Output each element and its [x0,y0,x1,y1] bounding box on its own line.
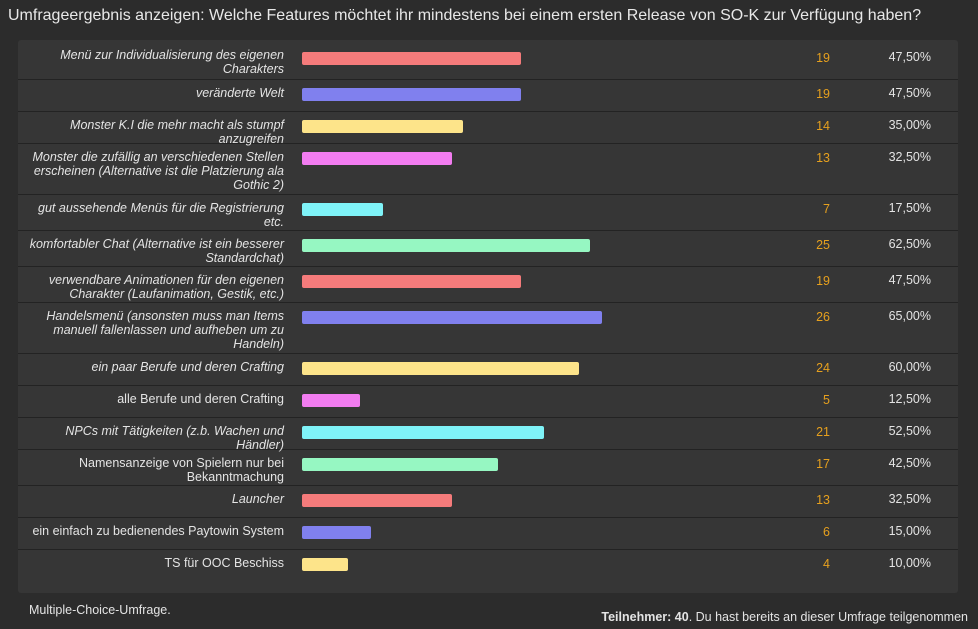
poll-option-label: veränderte Welt [195,86,284,100]
poll-option-row: ein einfach zu bedienendes Paytowin Syst… [18,518,958,550]
poll-option-percent: 42,50% [888,456,931,470]
poll-option-row: ein paar Berufe und deren Crafting 24 60,0… [18,354,958,386]
poll-option-label: Namensanzeige von Spielern nur bei Bekan… [79,456,284,484]
poll-option-label: ein paar Berufe und deren Crafting [91,360,285,374]
poll-option-label: Launcher [231,492,284,506]
poll-option-row: Namensanzeige von Spielern nur bei Bekan… [18,450,958,486]
poll-option-row: komfortabler Chat (Alternative ist ein b… [18,231,958,267]
poll-option-percent: 17,50% [888,201,931,215]
poll-option-label: Monster die zufällig an verschiedenen St… [32,150,284,192]
participants-count: 40 [674,610,689,624]
poll-option-percent: 47,50% [888,50,931,64]
poll-option-votes: 5 [823,393,830,407]
poll-option-row: gut aussehende Menüs für die Registrieru… [18,195,958,231]
poll-option-row: Menü zur Individualisierung des eigenen … [18,40,958,80]
poll-type-label: Multiple-Choice-Umfrage. [29,603,171,617]
poll-results-panel: Menü zur Individualisierung des eigenen … [18,40,958,593]
poll-option-row: Monster die zufällig an verschiedenen St… [18,144,958,195]
poll-option-votes: 19 [816,274,830,288]
poll-option-bar [302,275,521,288]
poll-option-label: Menü zur Individualisierung des eigenen … [60,48,284,76]
poll-option-bar [302,203,383,216]
poll-option-row: Launcher 13 32,50% [18,486,958,518]
poll-option-percent: 47,50% [888,273,931,287]
poll-option-votes: 13 [816,151,830,165]
poll-option-percent: 10,00% [888,556,931,570]
poll-option-votes: 19 [816,87,830,101]
poll-option-percent: 35,00% [888,118,931,132]
participated-note: . Du hast bereits an dieser Umfrage teil… [688,610,968,624]
poll-option-percent: 65,00% [888,309,931,323]
poll-option-votes: 6 [823,525,830,539]
poll-option-bar [302,526,371,539]
poll-option-votes: 7 [823,202,830,216]
poll-option-row: veränderte Welt 19 47,50% [18,80,958,112]
poll-option-bar [302,239,590,252]
poll-option-label: alle Berufe und deren Crafting [117,392,284,406]
poll-option-percent: 60,00% [888,360,931,374]
poll-option-row: Monster K.I die mehr macht als stumpf an… [18,112,958,146]
poll-option-votes: 4 [823,557,830,571]
poll-option-votes: 19 [816,51,830,65]
poll-option-percent: 32,50% [888,492,931,506]
poll-option-percent: 32,50% [888,150,931,164]
poll-option-label: NPCs mit Tätigkeiten (z.b. Wachen und Hä… [65,424,284,452]
poll-option-votes: 14 [816,119,830,133]
poll-option-label: komfortabler Chat (Alternative ist ein b… [29,237,284,265]
poll-option-percent: 47,50% [888,86,931,100]
poll-option-bar [302,152,452,165]
poll-option-bar [302,311,602,324]
poll-option-row: verwendbare Animationen für den eigenen … [18,267,958,303]
poll-option-bar [302,88,521,101]
poll-option-row: alle Berufe und deren Crafting 5 12,50% [18,386,958,418]
poll-option-percent: 12,50% [888,392,931,406]
poll-option-label: Monster K.I die mehr macht als stumpf an… [70,118,284,146]
poll-option-label: verwendbare Animationen für den eigenen … [48,273,284,301]
poll-option-bar [302,120,463,133]
poll-option-bar [302,394,360,407]
poll-option-label: gut aussehende Menüs für die Registrieru… [38,201,284,229]
poll-option-percent: 62,50% [888,237,931,251]
poll-option-bar [302,362,579,375]
poll-option-votes: 25 [816,238,830,252]
poll-option-votes: 21 [816,425,830,439]
participants-label: Teilnehmer: [601,610,672,624]
poll-option-votes: 24 [816,361,830,375]
poll-option-row: NPCs mit Tätigkeiten (z.b. Wachen und Hä… [18,418,958,452]
participants-info: Teilnehmer: 40. Du hast bereits an diese… [601,610,968,624]
poll-option-percent: 52,50% [888,424,931,438]
poll-option-bar [302,458,498,471]
poll-option-bar [302,426,544,439]
poll-option-bar [302,52,521,65]
poll-option-percent: 15,00% [888,524,931,538]
poll-option-label: Handelsmenü (ansonsten muss man Items ma… [46,309,284,351]
poll-option-label: ein einfach zu bedienendes Paytowin Syst… [32,524,284,538]
poll-option-votes: 26 [816,310,830,324]
poll-option-label: TS für OOC Beschiss [164,556,284,570]
poll-option-votes: 17 [816,457,830,471]
poll-option-row: TS für OOC Beschiss 4 10,00% [18,550,958,581]
poll-title: Umfrageergebnis anzeigen: Welche Feature… [8,7,922,24]
poll-option-bar [302,494,452,507]
poll-option-row: Handelsmenü (ansonsten muss man Items ma… [18,303,958,354]
poll-option-votes: 13 [816,493,830,507]
poll-option-bar [302,558,348,571]
